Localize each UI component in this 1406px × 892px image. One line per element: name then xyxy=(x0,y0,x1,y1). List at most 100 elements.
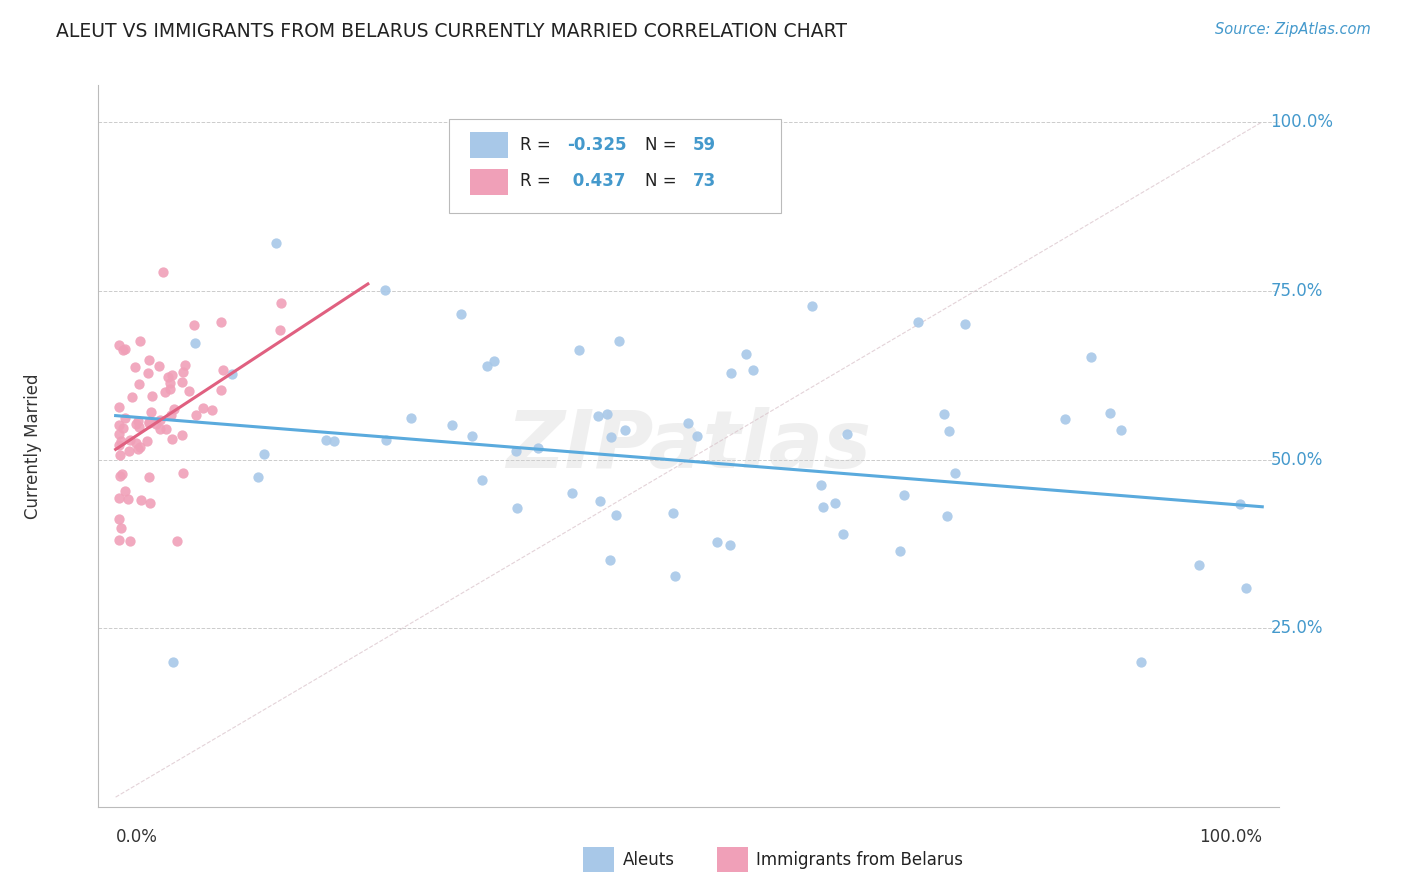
Text: Aleuts: Aleuts xyxy=(623,851,675,869)
Point xyxy=(1109,423,1132,437)
Point xyxy=(686,428,709,442)
Point xyxy=(170,428,193,442)
Point xyxy=(201,403,224,417)
Point xyxy=(159,382,181,396)
Point xyxy=(145,417,167,431)
Point xyxy=(1229,497,1251,511)
Point xyxy=(664,568,686,582)
Point xyxy=(162,655,184,669)
Point xyxy=(160,432,183,446)
Point xyxy=(720,538,742,552)
Point xyxy=(477,359,499,374)
Point xyxy=(108,400,131,414)
Point xyxy=(1234,582,1257,596)
Point xyxy=(589,493,612,508)
Point xyxy=(800,299,823,313)
Point xyxy=(128,334,150,348)
Point xyxy=(125,436,148,450)
Point xyxy=(1099,406,1122,420)
Point xyxy=(160,368,183,382)
Point xyxy=(118,443,141,458)
Point xyxy=(706,534,728,549)
Point xyxy=(662,506,685,520)
Point xyxy=(173,358,195,372)
Point xyxy=(943,466,966,480)
Text: ZIPatlas: ZIPatlas xyxy=(506,407,872,485)
Point xyxy=(505,444,527,458)
Point xyxy=(129,440,152,454)
Point xyxy=(561,486,583,500)
FancyBboxPatch shape xyxy=(471,132,508,159)
Point xyxy=(526,442,548,456)
Point xyxy=(186,408,208,422)
Point xyxy=(586,409,609,423)
Point xyxy=(1080,350,1102,364)
Point xyxy=(108,427,131,442)
Point xyxy=(720,367,742,381)
Point xyxy=(315,433,337,447)
Point xyxy=(121,390,143,404)
Point xyxy=(128,377,150,392)
Point xyxy=(159,376,181,390)
Text: 0.0%: 0.0% xyxy=(115,828,157,846)
Point xyxy=(605,508,627,523)
Point xyxy=(127,414,149,428)
Point xyxy=(177,384,200,399)
Text: 75.0%: 75.0% xyxy=(1271,282,1323,300)
Point xyxy=(111,420,134,434)
Point xyxy=(1054,412,1077,426)
Point xyxy=(136,366,159,380)
Point xyxy=(932,407,955,421)
Text: ALEUT VS IMMIGRANTS FROM BELARUS CURRENTLY MARRIED CORRELATION CHART: ALEUT VS IMMIGRANTS FROM BELARUS CURRENT… xyxy=(56,22,848,41)
Point xyxy=(450,307,472,321)
Point xyxy=(149,413,172,427)
Point xyxy=(247,470,270,484)
Point xyxy=(837,427,859,442)
Point xyxy=(124,359,146,374)
Point xyxy=(114,483,136,498)
Point xyxy=(108,468,131,483)
FancyBboxPatch shape xyxy=(449,119,782,213)
Point xyxy=(893,488,915,502)
Point xyxy=(110,467,132,482)
Point xyxy=(163,402,186,417)
Point xyxy=(953,318,976,332)
Point xyxy=(148,422,170,436)
Point xyxy=(461,429,484,443)
Text: 100.0%: 100.0% xyxy=(1271,113,1334,131)
Point xyxy=(138,352,160,367)
Point xyxy=(401,410,423,425)
Point xyxy=(440,417,463,432)
Text: R =: R = xyxy=(520,136,555,153)
Point xyxy=(811,500,834,515)
Point xyxy=(139,496,162,510)
Text: R =: R = xyxy=(520,172,555,190)
Point xyxy=(936,509,959,524)
Point xyxy=(264,236,287,251)
Point xyxy=(148,359,170,373)
Point xyxy=(152,265,174,279)
Point xyxy=(596,408,619,422)
Point xyxy=(166,533,188,548)
Point xyxy=(108,533,131,548)
Point xyxy=(253,447,276,461)
Text: -0.325: -0.325 xyxy=(567,136,627,153)
Text: 100.0%: 100.0% xyxy=(1199,828,1263,846)
Point xyxy=(1130,655,1153,669)
Text: Currently Married: Currently Married xyxy=(24,373,42,519)
Point xyxy=(1188,558,1211,572)
Point xyxy=(270,296,292,310)
Point xyxy=(613,423,636,437)
Point xyxy=(172,466,194,480)
Point xyxy=(138,416,160,430)
Point xyxy=(889,544,911,558)
Point xyxy=(114,411,136,425)
Point xyxy=(505,501,527,516)
Text: 59: 59 xyxy=(693,136,716,153)
Text: 25.0%: 25.0% xyxy=(1271,619,1323,637)
Point xyxy=(118,533,141,548)
Point xyxy=(155,422,177,436)
Point xyxy=(482,354,505,368)
Point xyxy=(269,323,291,337)
Point xyxy=(136,434,159,448)
